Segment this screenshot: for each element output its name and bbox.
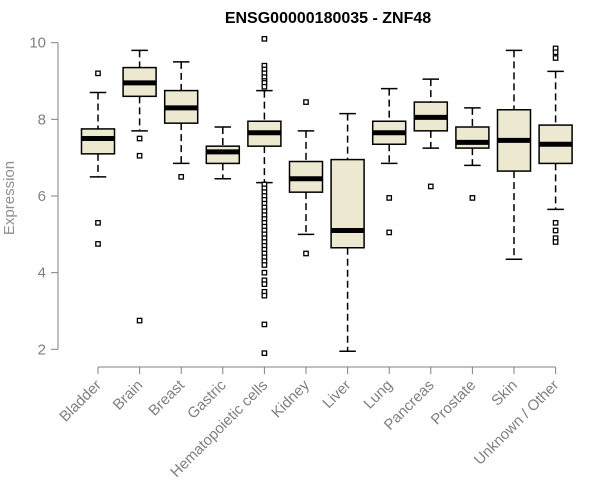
y-tick-label: 8 xyxy=(38,111,46,128)
box-group xyxy=(122,49,157,324)
outlier-point xyxy=(552,227,559,234)
boxes xyxy=(80,35,573,357)
outlier-point xyxy=(95,70,101,77)
box-group xyxy=(413,78,449,190)
outlier-point xyxy=(552,49,559,56)
x-tick-label: Lung xyxy=(360,377,396,413)
outlier-point xyxy=(386,229,393,236)
outlier-point xyxy=(469,195,476,201)
outlier-point xyxy=(261,35,268,42)
box-group xyxy=(163,61,199,180)
outlier-point xyxy=(552,239,559,245)
outlier-point xyxy=(136,317,143,324)
x-tick-label: Breast xyxy=(145,376,188,419)
outlier-point xyxy=(95,219,101,226)
box xyxy=(455,126,490,149)
outlier-point xyxy=(261,321,268,328)
outlier-point xyxy=(261,350,268,357)
y-tick-label: 6 xyxy=(38,188,46,205)
box-group xyxy=(288,99,324,257)
x-tick-label: Skin xyxy=(488,377,521,410)
outlier-point xyxy=(261,262,268,268)
box xyxy=(205,145,241,165)
box-group xyxy=(330,112,365,352)
outlier-point xyxy=(386,195,393,201)
x-tick-label: Prostate xyxy=(428,377,480,429)
outlier-point xyxy=(552,55,559,61)
outlier-point xyxy=(427,183,434,190)
outlier-point xyxy=(95,241,101,247)
box-group xyxy=(80,70,116,247)
y-tick-label: 2 xyxy=(38,341,46,358)
x-tick-label: Liver xyxy=(319,377,354,412)
box-group xyxy=(205,126,241,180)
outlier-point xyxy=(261,83,268,90)
box xyxy=(80,128,116,155)
box-group xyxy=(371,87,407,236)
y-tick-label: 10 xyxy=(29,35,46,52)
outlier-point xyxy=(303,250,309,257)
outlier-point xyxy=(136,135,143,142)
x-tick-label: Kidney xyxy=(268,376,313,421)
box-group xyxy=(455,107,490,201)
outlier-point xyxy=(136,152,143,159)
outlier-point xyxy=(552,219,559,226)
y-tick-label: 4 xyxy=(38,265,46,282)
y-axis-label: Expression xyxy=(1,161,18,235)
outlier-point xyxy=(303,99,309,105)
x-tick-label: Brain xyxy=(110,377,147,414)
box-group xyxy=(496,49,532,260)
x-tick-label: Bladder xyxy=(56,377,105,426)
outlier-point xyxy=(261,269,268,276)
box-group xyxy=(247,35,282,357)
outlier-point xyxy=(261,292,268,299)
box-group xyxy=(538,45,573,245)
box xyxy=(330,158,365,249)
chart-title: ENSG00000180035 - ZNF48 xyxy=(225,10,431,27)
y-axis: 2 4 6 8 10 xyxy=(29,35,59,358)
outlier-point xyxy=(261,281,268,288)
outlier-point xyxy=(178,173,185,180)
